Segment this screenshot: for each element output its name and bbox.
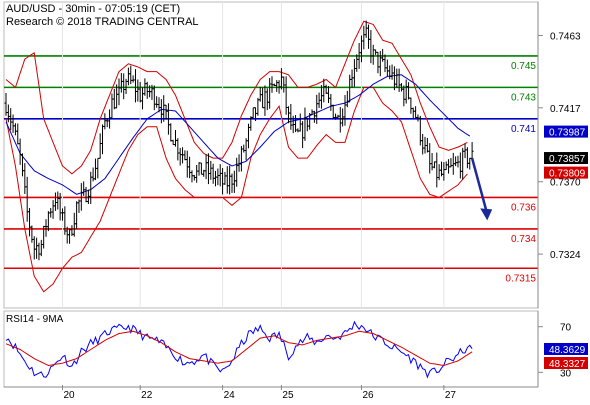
bollinger-lower-band [5,86,468,293]
level-label-0.736: 0.736 [511,202,536,213]
rsi-layer: 70 30 48.3629 48.3327 [5,311,588,387]
chart-title: AUD/USD - 30min - 07:05:19 (CET) [6,3,180,15]
rsi-line [5,320,473,379]
x-tick-label: 24 [224,390,236,400]
price-tick-label: 0.7463 [550,31,581,42]
chart-copyright: Research © 2018 TRADING CENTRAL [6,16,199,28]
x-tick-label: 25 [282,390,294,400]
level-label-0.745: 0.745 [511,61,536,72]
x-tick-label: 26 [362,390,374,400]
level-label-0.741: 0.741 [511,124,536,135]
y-axis: 0.7463 0.7417 0.7370 0.7324 0.73987 0.73857 0.… [537,2,588,308]
x-axis: 20 22 24 25 26 27 [4,385,538,401]
bollinger-upper-band [5,20,468,175]
rsi-tick-label: 70 [560,323,572,334]
levels-layer: 0.745 0.743 0.741 0.736 0.734 0.7315 [4,2,538,308]
rsi-title: RSI14 - 9MA [6,314,64,325]
rsi-badge-rsi [544,343,588,355]
level-label-0.7315: 0.7315 [505,273,536,284]
rsi-badge-rsi_ma [544,357,588,369]
level-label-0.734: 0.734 [511,234,536,245]
rsi-ma-line [5,330,473,367]
x-tick-label: 27 [445,390,457,400]
rsi-tick-label: 30 [560,368,572,379]
price-badge-ma_blue [544,125,588,138]
forecast-arrow-head [480,208,493,221]
forecast-arrow-shaft [470,157,488,211]
price-tick-label: 0.7370 [550,178,581,189]
price-badge-label-band: 0.73809 [549,169,586,180]
arrow-layer [470,157,493,221]
x-tick-label: 20 [63,390,75,400]
x-tick-label: 22 [141,390,153,400]
rsi-badge-label-rsi_ma: 48.3327 [549,359,586,370]
price-badge-label-last: 0.73857 [549,154,586,165]
price-tick-label: 0.7324 [550,250,581,261]
price-badge-last [544,152,588,165]
rsi-badge-label-rsi: 48.3629 [549,345,586,356]
price-badge-label-ma_blue: 0.73987 [549,128,586,139]
level-label-0.743: 0.743 [511,92,536,103]
price-badge-band [544,166,588,179]
price-tick-label: 0.7417 [550,104,581,115]
candles-layer [4,20,474,261]
